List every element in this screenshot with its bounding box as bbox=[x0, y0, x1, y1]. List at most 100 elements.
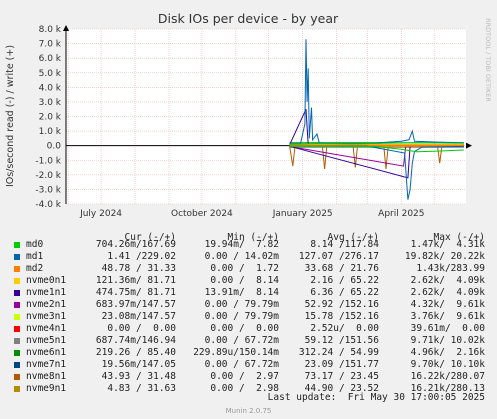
legend-name: nvme5n1 bbox=[26, 335, 67, 346]
legend-row: nvme2n1 683.97m/147.57 0.00 / 79.79m 52.92 … bbox=[0, 299, 497, 311]
legend-cur: 1.41 /229.02 bbox=[107, 251, 176, 262]
y-tick-label: 3.0 k bbox=[39, 98, 62, 108]
legend-row: nvme7n1 19.56m/147.05 0.00 / 67.72m 23.09 /… bbox=[0, 359, 497, 371]
legend-swatch bbox=[14, 254, 20, 260]
x-tick-label: October 2024 bbox=[171, 209, 233, 219]
legend-cur: 219.26 / 85.40 bbox=[95, 347, 176, 358]
x-tick-label: April 2025 bbox=[378, 209, 424, 219]
legend-cur: 48.78 / 31.33 bbox=[101, 263, 176, 274]
y-tick-label: 5.0 k bbox=[39, 69, 62, 79]
legend-max: 4.96k/ 2.16k bbox=[410, 347, 485, 358]
legend-avg: 44.90 / 23.52 bbox=[304, 383, 379, 394]
legend-swatch bbox=[14, 338, 20, 344]
series-read-md1 bbox=[289, 145, 464, 200]
legend-row: nvme3n1 23.08m/147.57 0.00 / 79.79m 15.78 /… bbox=[0, 311, 497, 323]
legend-row: nvme9n1 4.83 / 31.63 0.00 / 2.98 44.90 / 23… bbox=[0, 383, 497, 395]
legend-swatch bbox=[14, 326, 20, 332]
legend-header-avg: Avg (-/+) bbox=[327, 232, 379, 243]
legend-avg: 2.52u/ 0.00 bbox=[310, 323, 379, 334]
legend-name: nvme8n1 bbox=[26, 371, 67, 382]
legend-cur: 687.74m/146.94 bbox=[95, 335, 176, 346]
y-axis-label: IOs/second read (-) / write (+) bbox=[5, 45, 16, 187]
legend-max: 9.71k/ 10.02k bbox=[410, 335, 485, 346]
y-tick-label: 8.0 k bbox=[39, 25, 62, 35]
legend-swatch bbox=[14, 374, 20, 380]
series-write-md1 bbox=[289, 39, 464, 145]
legend-swatch bbox=[14, 362, 20, 368]
legend-max: 16.22k/280.07 bbox=[410, 371, 485, 382]
y-tick-label: 4.0 k bbox=[39, 83, 62, 93]
y-tick-label: -4.0 k bbox=[35, 200, 61, 210]
legend-header-min: Min (-/+) bbox=[227, 232, 279, 243]
legend-row: nvme5n1 687.74m/146.94 0.00 / 67.72m 59.12 … bbox=[0, 335, 497, 347]
legend-max: 4.32k/ 9.61k bbox=[410, 299, 485, 310]
legend-avg: 59.12 /151.56 bbox=[304, 335, 379, 346]
legend-max: 1.47k/ 4.31k bbox=[410, 239, 485, 250]
legend-row: nvme6n1 219.26 / 85.40 229.89u/150.14m 312.… bbox=[0, 347, 497, 359]
legend-cur: 43.93 / 31.48 bbox=[101, 371, 176, 382]
legend-swatch bbox=[14, 242, 20, 248]
series-write-md0 bbox=[289, 142, 464, 145]
legend-swatch bbox=[14, 302, 20, 308]
x-axis-arrow bbox=[466, 142, 472, 149]
legend-name: nvme1n1 bbox=[26, 287, 67, 298]
legend-min: 19.94m/ 7.82 bbox=[204, 239, 279, 250]
legend-avg: 33.68 / 21.76 bbox=[304, 263, 379, 274]
legend-swatch bbox=[14, 278, 20, 284]
legend-avg: 52.92 /152.16 bbox=[304, 299, 379, 310]
legend-row: nvme4n1 0.00 / 0.00 0.00 / 0.00 2.52u/ 0.00… bbox=[0, 323, 497, 335]
legend-min: 229.89u/150.14m bbox=[193, 347, 279, 358]
legend-cur: 19.56m/147.05 bbox=[101, 359, 176, 370]
legend-max: 3.76k/ 9.61k bbox=[410, 311, 485, 322]
grid-lines bbox=[66, 28, 466, 205]
legend-min: 0.00 / 79.79m bbox=[204, 299, 279, 310]
legend-min: 0.00 / 14.02m bbox=[204, 251, 279, 262]
legend-avg: 73.17 / 23.45 bbox=[304, 371, 379, 382]
legend-name: nvme4n1 bbox=[26, 323, 67, 334]
legend-name: md0 bbox=[26, 239, 44, 250]
legend-max: 2.62k/ 4.09k bbox=[410, 275, 485, 286]
legend-row: md0 704.26m/167.69 19.94m/ 7.82 8.14 /117.8… bbox=[0, 239, 497, 251]
chart-title: Disk IOs per device - by year bbox=[158, 11, 339, 26]
legend-name: nvme3n1 bbox=[26, 311, 67, 322]
legend-avg: 2.16 / 65.22 bbox=[310, 275, 379, 286]
y-tick-label: 0.0 bbox=[47, 142, 62, 152]
legend-header-max: Max (-/+) bbox=[433, 232, 485, 243]
legend-name: nvme0n1 bbox=[26, 275, 67, 286]
y-tick-label: 6.0 k bbox=[39, 54, 62, 64]
legend-avg: 312.24 / 54.99 bbox=[298, 347, 379, 358]
legend-min: 0.00 / 1.72 bbox=[210, 263, 279, 274]
legend-cur: 474.75m/ 81.71 bbox=[95, 287, 176, 298]
munin-version-text: Munin 2.0.75 bbox=[225, 407, 272, 415]
x-tick-label: July 2024 bbox=[79, 209, 122, 219]
legend-swatch bbox=[14, 266, 20, 272]
y-tick-label: 1.0 k bbox=[39, 127, 62, 137]
legend-swatch bbox=[14, 314, 20, 320]
series-lines bbox=[65, 27, 464, 204]
legend-avg: 8.14 /117.84 bbox=[310, 239, 379, 250]
legend-max: 39.61m/ 0.00 bbox=[410, 323, 485, 334]
last-update-text: Last update: Fri May 30 17:00:05 2025 bbox=[267, 392, 485, 403]
legend-cur: 4.83 / 31.63 bbox=[107, 383, 176, 394]
legend-max: 2.62k/ 4.09k bbox=[410, 287, 485, 298]
legend-avg: 6.36 / 65.22 bbox=[310, 287, 379, 298]
series-read-md0 bbox=[289, 145, 464, 153]
legend-swatch bbox=[14, 290, 20, 296]
legend-row: nvme8n1 43.93 / 31.48 0.00 / 2.97 73.17 / 2… bbox=[0, 371, 497, 383]
legend-name: nvme6n1 bbox=[26, 347, 67, 358]
y-tick-label: -3.0 k bbox=[35, 185, 61, 195]
legend-min: 0.00 / 67.72m bbox=[204, 359, 279, 370]
legend-name: nvme7n1 bbox=[26, 359, 67, 370]
legend-name: md1 bbox=[26, 251, 44, 262]
legend-min: 0.00 / 79.79m bbox=[204, 311, 279, 322]
legend-row: md1 1.41 /229.02 0.00 / 14.02m 127.07 /276.… bbox=[0, 251, 497, 263]
legend-avg: 15.78 /152.16 bbox=[304, 311, 379, 322]
legend-header-cur: Cur (-/+) bbox=[124, 232, 176, 243]
y-tick-label: 2.0 k bbox=[39, 113, 62, 123]
legend-name: md2 bbox=[26, 263, 44, 274]
y-tick-labels: 8.0 k 7.0 k 6.0 k 5.0 k 4.0 k 3.0 k 2.0 k 1.0 k… bbox=[35, 25, 61, 210]
legend-row: nvme0n1 121.36m/ 81.71 0.00 / 8.14 2.16 / 6… bbox=[0, 275, 497, 287]
legend-min: 0.00 / 2.98 bbox=[210, 383, 279, 394]
legend-cur: 121.36m/ 81.71 bbox=[95, 275, 176, 286]
